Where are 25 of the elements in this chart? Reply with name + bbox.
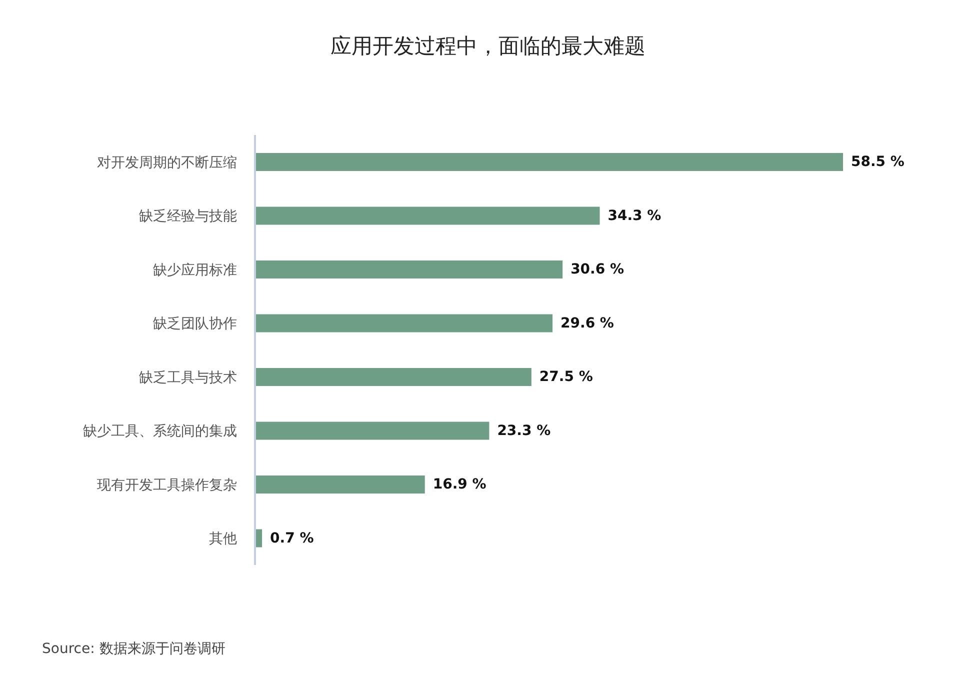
data-label: 58.5 %: [851, 154, 904, 170]
y-tick-label: 其他: [209, 531, 237, 548]
bar: [255, 476, 425, 494]
data-label: 16.9 %: [432, 476, 486, 492]
y-tick-label: 缺乏团队协作: [153, 316, 237, 332]
y-tick-label: 缺乏经验与技能: [139, 208, 237, 225]
bar: [255, 422, 490, 440]
data-label: 30.6 %: [570, 262, 624, 278]
y-tick-label: 缺少应用标准: [153, 262, 237, 278]
y-tick-label: 缺乏工具与技术: [139, 370, 237, 386]
data-label: 27.5 %: [539, 369, 593, 385]
source-note: Source: 数据来源于问卷调研: [42, 640, 226, 658]
bar: [255, 260, 563, 278]
data-label: 0.7 %: [270, 530, 314, 546]
bar: [255, 206, 600, 225]
y-tick-label: 现有开发工具操作复杂: [97, 477, 237, 494]
bar: [255, 368, 532, 386]
y-tick-label: 对开发周期的不断压缩: [97, 154, 237, 171]
data-label: 23.3 %: [497, 422, 551, 439]
y-tick-label: 缺少工具、系统间的集成: [83, 424, 237, 440]
bar: [255, 153, 843, 171]
bar: [255, 314, 553, 332]
data-label: 29.6 %: [560, 315, 614, 332]
data-label: 34.3 %: [608, 208, 662, 224]
chart-title: 应用开发过程中，面临的最大难题: [330, 33, 646, 60]
